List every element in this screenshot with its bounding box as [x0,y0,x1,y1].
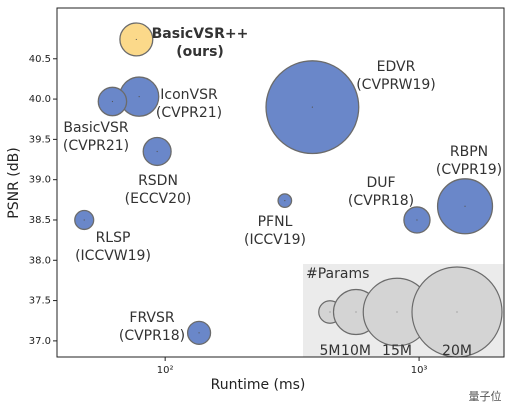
point-venue: (CVPR21) [156,105,222,121]
point-venue: (ICCVW19) [75,248,151,264]
point-name: PFNL [258,214,293,230]
x-tick-label: 10³ [411,365,428,376]
y-axis-label: PSNR (dB) [6,147,22,218]
legend-title: #Params [306,266,369,282]
point-venue: (CVPRW19) [356,77,436,93]
point-name: IconVSR [160,87,218,103]
watermark: 量子位 [469,389,502,403]
bubble-center [416,219,418,221]
y-tick-label: 39.0 [29,175,51,186]
point-name: RLSP [96,230,131,246]
point-venue: (CVPR18) [348,193,414,209]
bubble-center [284,200,286,202]
point-name: BasicVSR++ [152,26,249,42]
legend-label: 15M [382,343,412,359]
point-name: RBPN [450,144,488,160]
x-axis-label: Runtime (ms) [211,377,306,393]
point-venue: (CVPR21) [63,138,129,154]
legend-dot [329,311,331,313]
bubble-center [198,332,200,334]
bubble-center [464,205,466,207]
legend-dot [355,311,357,313]
y-tick-label: 40.5 [29,54,51,65]
point-venue: (CVPR19) [436,162,502,178]
legend-dot [396,311,398,313]
bubble-center [111,100,114,103]
y-tick-label: 39.5 [29,134,51,145]
legend-label: 20M [442,343,472,359]
point-venue: (CVPR18) [119,328,185,344]
bubble-center [138,96,140,98]
y-tick-label: 38.0 [29,255,51,266]
point-name: FRVSR [129,310,174,326]
y-tick-label: 37.0 [29,336,51,347]
bubble-center [311,106,313,108]
bubble-center [135,38,137,41]
y-tick-label: 38.5 [29,215,51,226]
bubble-center [156,150,158,153]
bubble-center [83,219,85,221]
point-venue: (ours) [176,44,224,60]
y-tick-label: 40.0 [29,94,51,105]
point-venue: (ICCV19) [244,232,306,248]
point-name: EDVR [377,59,416,75]
plot-frame [56,7,505,358]
point-name: RSDN [138,173,178,189]
point-name: DUF [366,175,395,191]
y-tick-label: 37.5 [29,296,51,307]
point-name: BasicVSR [63,120,129,136]
x-tick-label: 10² [157,365,174,376]
legend-label: 10M [341,343,371,359]
legend-dot [456,311,458,313]
legend-label: 5M [320,343,341,359]
point-venue: (ECCV20) [125,191,192,207]
